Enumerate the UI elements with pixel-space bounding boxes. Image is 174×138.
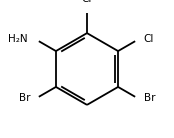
Text: Cl: Cl [144, 34, 154, 44]
Text: Br: Br [19, 93, 30, 103]
Text: H₂N: H₂N [8, 34, 28, 44]
Text: Br: Br [144, 93, 155, 103]
Text: Cl: Cl [82, 0, 92, 4]
